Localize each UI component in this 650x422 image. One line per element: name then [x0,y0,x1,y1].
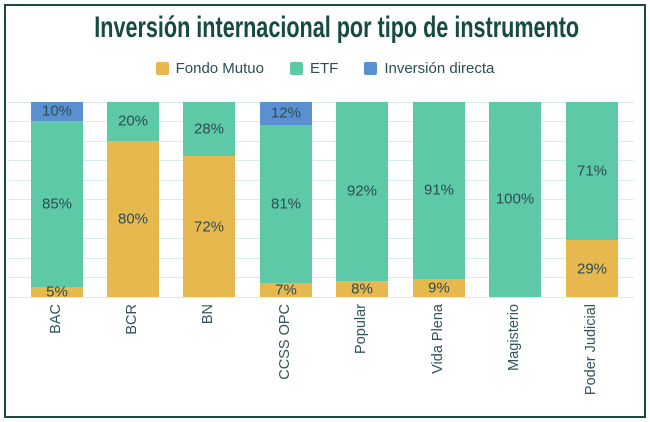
legend-label: ETF [309,60,339,77]
gridline [8,160,634,161]
gridline [8,180,634,181]
x-tick-label-text: Magisterio [506,304,523,371]
bar-value-label: 7% [275,281,297,299]
bar-segment-bn-fondo-mutuo[interactable]: 72% [183,156,235,297]
bar-segment-magisterio-etf[interactable]: 100% [489,101,541,297]
x-tick-label-popular: Popular [352,304,372,354]
legend: Fondo Mutuo ETF Inversión directa [0,61,650,76]
gridline [8,297,634,298]
bar-value-label: 28% [193,120,225,138]
x-tick-label-bcr: BCR [123,304,143,335]
x-tick-label-text: BAC [48,304,65,334]
bar-segment-bac-fondo-mutuo[interactable]: 5% [31,283,83,301]
x-tick-label-text: Popular [353,304,370,354]
x-tick-label-magisterio: Magisterio [505,304,525,371]
gridline [8,238,634,239]
bar-value-label: 8% [351,280,373,298]
legend-item-inversin-directa[interactable]: Inversión directa [364,61,494,76]
x-tick-label-text: CCSS OPC [277,304,294,380]
bar-value-label: 100% [495,190,535,208]
bar-segment-ccss-opc-fondo-mutuo[interactable]: 7% [260,281,312,299]
legend-item-fondo-mutuo[interactable]: Fondo Mutuo [155,60,264,77]
gridline [8,121,634,122]
x-tick-label-poder-judicial: Poder Judicial [582,304,602,395]
legend-swatch-icon [155,62,169,75]
gridline [8,102,634,103]
legend-label: Inversión directa [384,60,495,77]
bar-value-label: 85% [41,195,73,213]
bar-segment-vida-plena-fondo-mutuo[interactable]: 9% [413,279,465,297]
gridline [8,141,634,142]
bar-value-label: 20% [117,112,149,130]
bar-value-label: 10% [41,102,73,120]
bar-value-label: 29% [576,260,608,278]
bar-value-label: 80% [117,210,149,228]
bar-segment-poder-judicial-fondo-mutuo[interactable]: 29% [566,240,618,297]
x-tick-label-text: Vida Plena [430,304,447,374]
x-tick-label-vida-plena: Vida Plena [429,304,449,374]
x-tick-label-ccss-opc: CCSS OPC [276,304,296,380]
bar-segment-bcr-fondo-mutuo[interactable]: 80% [107,140,159,297]
bar-segment-popular-etf[interactable]: 92% [336,101,388,282]
x-tick-label-text: Poder Judicial [583,304,600,396]
bar-segment-ccss-opc-etf[interactable]: 81% [260,125,312,284]
bar-value-label: 71% [576,162,608,180]
x-tick-label-text: BCR [124,304,141,335]
legend-item-etf[interactable]: ETF [289,60,339,77]
bar-value-label: 5% [46,283,68,301]
x-tick-label-bn: BN [199,304,219,324]
bar-segment-bac-inversin-directa[interactable]: 10% [31,101,83,122]
bar-value-label: 72% [193,218,225,236]
bar-segment-bac-etf[interactable]: 85% [31,121,83,288]
bar-segment-bn-etf[interactable]: 28% [183,101,235,157]
legend-swatch-icon [289,62,303,75]
bar-segment-ccss-opc-inversin-directa[interactable]: 12% [260,101,312,125]
gridline [8,199,634,200]
chart-title: Inversión internacional por tipo de inst… [0,11,650,44]
gridline [8,277,634,278]
bar-segment-vida-plena-etf[interactable]: 91% [413,101,465,280]
bar-value-label: 92% [346,182,378,200]
bar-value-label: 81% [270,195,302,213]
legend-swatch-icon [364,62,378,75]
gridline [8,258,634,259]
x-tick-label-bac: BAC [47,304,67,334]
x-tick-label-text: BN [200,304,217,325]
bar-segment-poder-judicial-etf[interactable]: 71% [566,101,618,241]
bar-segment-bcr-etf[interactable]: 20% [107,101,159,141]
bar-value-label: 9% [428,279,450,297]
bar-value-label: 91% [423,181,455,199]
chart-title-text: Inversión internacional por tipo de inst… [94,11,580,44]
legend-label: Fondo Mutuo [175,60,264,77]
gridline [8,219,634,220]
bar-value-label: 12% [270,104,302,122]
bar-segment-popular-fondo-mutuo[interactable]: 8% [336,281,388,297]
